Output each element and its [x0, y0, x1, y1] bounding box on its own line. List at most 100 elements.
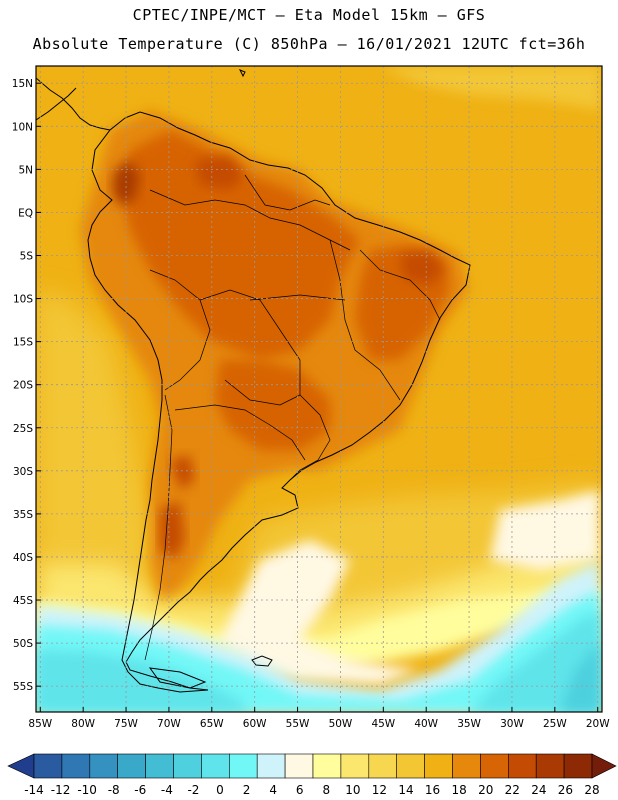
field-hotspot-andes — [160, 500, 185, 560]
temperature-field — [36, 66, 602, 712]
field-hotspot-northeast — [400, 250, 445, 285]
colorbar-label: 16 — [425, 783, 440, 797]
colorbar-swatch — [173, 753, 202, 779]
lat-tick-label: 25S — [13, 423, 33, 435]
field-zone-6-8-southeast — [490, 490, 600, 570]
lat-tick-label: 10N — [12, 121, 33, 133]
colorbar-swatch — [396, 753, 425, 779]
colorbar-swatch — [507, 753, 537, 779]
colorbar-swatch — [256, 753, 286, 779]
colorbar-label: 18 — [452, 783, 467, 797]
field-zone-20-22-amazon — [120, 130, 360, 360]
longitude-axis: 85W 80W 75W 70W 65W 60W 55W 50W 45W 40W 35W 30W 25W 2… — [28, 707, 610, 730]
colorbar-label: 10 — [345, 783, 360, 797]
colorbar-swatch — [480, 753, 509, 779]
colorbar-swatch — [284, 753, 314, 779]
lon-tick-label: 60W — [243, 718, 267, 730]
colorbar-swatch — [145, 753, 174, 779]
colorbar-label: -2 — [187, 783, 199, 797]
colorbar-swatch — [201, 753, 230, 779]
colorbar-over-triangle — [591, 753, 617, 779]
colorbar-label: 20 — [478, 783, 493, 797]
colorbar-swatch — [535, 753, 565, 779]
colorbar-label: 12 — [372, 783, 387, 797]
lon-tick-label: 65W — [200, 718, 224, 730]
lat-tick-label: 20S — [13, 380, 33, 392]
lon-tick-label: 50W — [329, 718, 353, 730]
colorbar-swatch — [312, 753, 342, 779]
border-brazil-paraguay-uruguay — [289, 394, 331, 481]
lat-tick-label: EQ — [18, 207, 33, 219]
border-peru-bolivia — [149, 269, 211, 391]
colorbar-label: -14 — [24, 783, 44, 797]
island-caribbean — [238, 69, 246, 78]
lat-tick-label: 30S — [13, 466, 33, 478]
lat-tick-label: 15S — [13, 337, 33, 349]
border-argentina-chile — [144, 394, 173, 661]
colorbar-swatch — [340, 753, 370, 779]
central-america-coastline-north — [36, 87, 77, 121]
colorbar-label: -4 — [161, 783, 173, 797]
lat-tick-label: 10S — [13, 294, 33, 306]
map-frame — [35, 65, 603, 713]
latitude-axis: 15N 10N 5N EQ 5S 10S 15S 20S 25S 30S 35S 40S 45S 50S 5… — [12, 78, 41, 693]
field-hotspot-venezuela — [195, 155, 245, 190]
lon-tick-label: 70W — [157, 718, 181, 730]
field-hotspot-andes-north — [170, 455, 195, 490]
country-borders — [144, 174, 441, 661]
colorbar-label: 4 — [269, 783, 277, 797]
map-title-line-2: Absolute Temperature (C) 850hPa – 16/01/… — [32, 35, 586, 53]
border-brazil-states — [329, 239, 401, 401]
lat-tick-label: 45S — [13, 595, 33, 607]
colorbar-label: 0 — [216, 783, 224, 797]
lon-tick-label: 80W — [71, 718, 95, 730]
colorbar-label: -6 — [134, 783, 146, 797]
lat-tick-label: 5S — [20, 250, 34, 262]
colorbar-swatch — [117, 753, 146, 779]
field-zone-6-8-south — [220, 540, 420, 685]
colorbar-swatch — [563, 753, 593, 779]
map-title-line-1: CPTEC/INPE/MCT – Eta Model 15km – GFS — [132, 6, 486, 24]
lat-tick-label: 50S — [13, 638, 33, 650]
lat-tick-label: 15N — [12, 78, 33, 90]
lat-tick-label: 55S — [13, 681, 33, 693]
border-amazon-north — [149, 189, 351, 251]
field-zone-0-2 — [36, 650, 250, 712]
lon-tick-label: 40W — [414, 718, 438, 730]
lon-tick-label: 35W — [457, 718, 481, 730]
border-bolivia-brazil — [199, 289, 301, 406]
colorbar-label: 14 — [398, 783, 413, 797]
colorbar-under-triangle — [7, 753, 35, 779]
lon-tick-label: 75W — [114, 718, 138, 730]
colorbar-label: 26 — [558, 783, 573, 797]
lat-tick-label: 35S — [13, 509, 33, 521]
border-brazil-states-east — [359, 249, 441, 321]
colorbar-label: 6 — [296, 783, 304, 797]
border-venezuela-guyana — [244, 174, 331, 211]
lat-tick-label: 5N — [18, 164, 33, 176]
colorbar-label: 8 — [322, 783, 330, 797]
lat-tick-label: 40S — [13, 552, 33, 564]
graticule — [36, 66, 602, 712]
colorbar-swatch — [61, 753, 91, 779]
field-zone-14-16-pacific — [36, 290, 155, 580]
field-zone-14-16-north — [380, 66, 600, 110]
central-america-coastline — [36, 77, 111, 131]
lon-tick-label: 55W — [286, 718, 310, 730]
coastlines — [36, 69, 471, 693]
colorbar-label: -8 — [108, 783, 120, 797]
colorbar-label: 2 — [243, 783, 251, 797]
colorbar-label: -10 — [77, 783, 97, 797]
field-zone-minus2-0 — [560, 640, 600, 712]
colorbar-label: 28 — [584, 783, 599, 797]
lon-tick-label: 45W — [371, 718, 395, 730]
lon-tick-label: 25W — [543, 718, 567, 730]
lon-tick-label: 30W — [500, 718, 524, 730]
island-tierra-del-fuego — [148, 667, 207, 689]
lon-tick-label: 85W — [28, 718, 52, 730]
colorbar-swatch — [89, 753, 119, 779]
island-falklands — [251, 655, 273, 667]
colorbar-swatch — [229, 753, 258, 779]
lon-tick-label: 20W — [586, 718, 610, 730]
